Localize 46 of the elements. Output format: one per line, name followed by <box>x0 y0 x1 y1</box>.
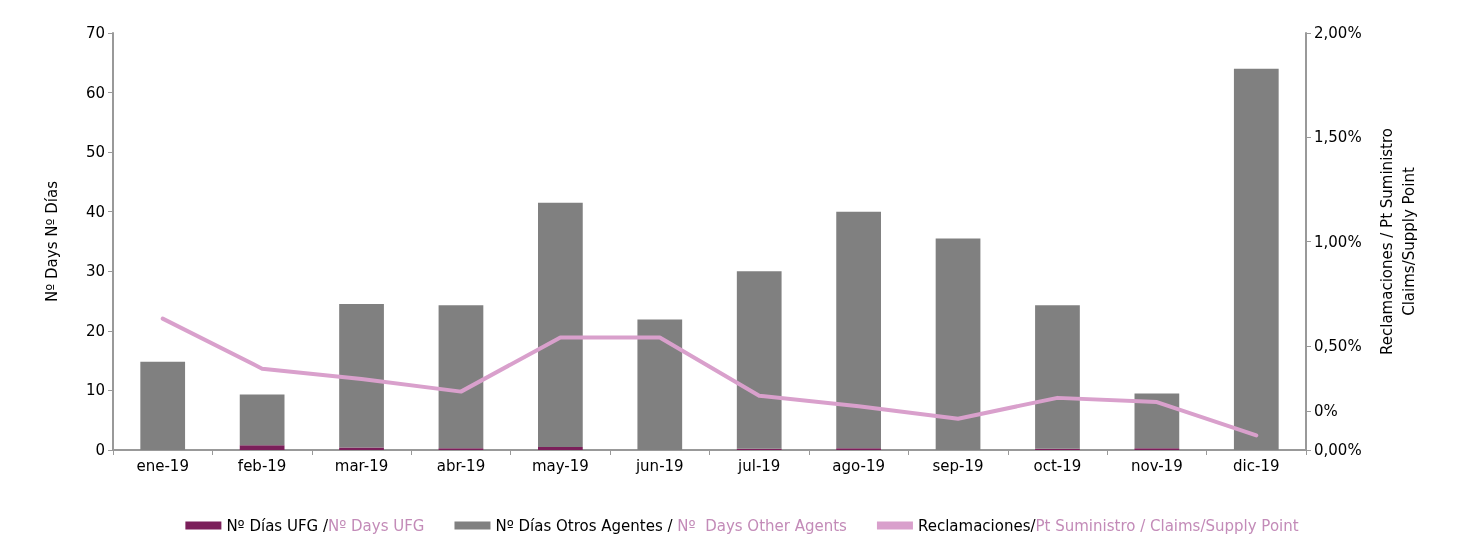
legend-label: Nº Días UFG /Nº Days UFG <box>226 516 425 535</box>
y-tick-label: 40 <box>85 202 105 221</box>
legend-label: Reclamaciones/Pt Suministro / Claims/Supply Point <box>917 516 1299 535</box>
x-tick-label: mar-19 <box>334 456 389 475</box>
y2-tick-label: 0,00% <box>1314 441 1362 459</box>
x-tick-label: abr-19 <box>436 456 486 475</box>
bar <box>239 394 285 446</box>
x-tick-label: may-19 <box>531 456 589 475</box>
x-tick-label: oct-19 <box>1033 456 1082 475</box>
y2-tick-label: 2,00% <box>1314 24 1362 42</box>
y-tick-label: 60 <box>85 83 105 102</box>
y-tick-label: 70 <box>85 24 105 42</box>
bar <box>239 445 285 450</box>
bar <box>1035 305 1080 449</box>
y-tick-label: 0 <box>95 441 105 459</box>
bar <box>1134 393 1180 449</box>
bar <box>736 271 782 449</box>
y-tick-label: 10 <box>85 381 105 400</box>
x-tick-label: jul-19 <box>737 456 781 475</box>
bar <box>1233 68 1279 450</box>
bar <box>935 238 981 450</box>
y2-tick-label: 0% <box>1314 402 1338 421</box>
bar <box>438 305 484 449</box>
y-tick-label: 30 <box>85 262 105 281</box>
y2-tick-label: 1,50% <box>1314 128 1362 147</box>
x-tick-label: sep-19 <box>932 456 984 475</box>
bar <box>836 211 881 449</box>
x-tick-label: jun-19 <box>634 456 684 475</box>
bar <box>140 361 186 450</box>
y-tick-label: 50 <box>85 143 105 162</box>
x-tick-label: nov-19 <box>1131 456 1183 475</box>
x-tick-label: dic-19 <box>1233 456 1280 475</box>
x-tick-label: feb-19 <box>237 456 287 475</box>
bar <box>538 202 583 448</box>
bar <box>538 447 583 450</box>
x-tick-label: ago-19 <box>832 456 885 475</box>
y2-axis-title: Reclamaciones / Pt Suministro Claims/Supply Point <box>1378 127 1418 356</box>
bar <box>339 304 384 448</box>
bar <box>637 319 683 450</box>
y-axis-title: Nº Days Nº Días <box>43 180 61 303</box>
y-tick-label: 20 <box>85 321 105 340</box>
y2-tick-label: 0,50% <box>1314 336 1362 355</box>
x-tick-label: ene-19 <box>136 456 189 475</box>
line-series <box>160 316 1259 438</box>
y2-tick-label: 1,00% <box>1314 232 1362 251</box>
legend-label: Nº Días Otros Agentes / Nº Days Other Agents <box>495 516 848 535</box>
